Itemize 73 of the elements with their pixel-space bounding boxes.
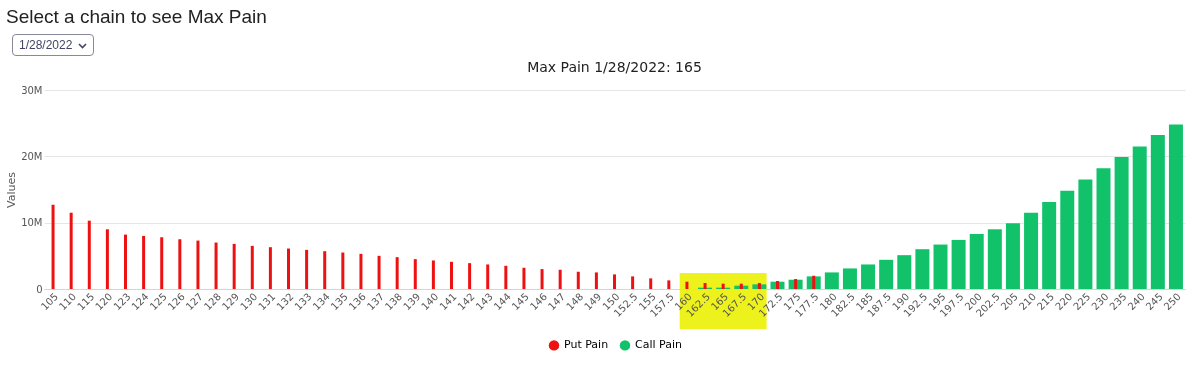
bar bbox=[879, 259, 894, 289]
bar bbox=[69, 212, 73, 289]
bar bbox=[250, 245, 254, 289]
bar bbox=[1132, 146, 1147, 289]
y-axis-title: Values bbox=[5, 171, 19, 208]
bar bbox=[196, 240, 200, 289]
bar bbox=[1078, 179, 1093, 289]
bar bbox=[667, 280, 671, 289]
bar bbox=[87, 220, 91, 289]
bar bbox=[323, 251, 327, 289]
bar bbox=[142, 235, 146, 289]
bar bbox=[794, 279, 798, 289]
bar bbox=[1150, 135, 1165, 289]
bar bbox=[214, 242, 218, 289]
bar bbox=[951, 239, 966, 289]
y-tick-label: 30M bbox=[21, 84, 43, 96]
bar bbox=[377, 255, 381, 289]
bar bbox=[613, 274, 616, 289]
y-tick-label: 0 bbox=[36, 283, 43, 295]
bar bbox=[341, 252, 345, 289]
bar bbox=[969, 233, 984, 289]
bar bbox=[268, 247, 272, 289]
bar bbox=[776, 281, 779, 289]
legend-label: Call Pain bbox=[635, 338, 682, 352]
bar bbox=[685, 281, 689, 289]
bar bbox=[232, 243, 236, 289]
bar bbox=[1114, 157, 1129, 289]
bar bbox=[105, 229, 109, 289]
legend-label: Put Pain bbox=[564, 338, 609, 352]
bar bbox=[305, 249, 309, 289]
bar bbox=[739, 283, 743, 289]
bar bbox=[558, 269, 562, 289]
y-tick-label: 20M bbox=[21, 150, 43, 162]
bar bbox=[897, 255, 912, 289]
bar bbox=[703, 283, 707, 289]
bar bbox=[1060, 190, 1075, 289]
bar bbox=[1168, 124, 1183, 289]
bar bbox=[287, 248, 290, 289]
bar bbox=[861, 264, 876, 289]
bar bbox=[915, 249, 930, 289]
bar bbox=[468, 263, 472, 289]
bar bbox=[842, 268, 857, 289]
x-tick-label: 149 bbox=[582, 290, 604, 313]
bar bbox=[594, 272, 598, 289]
bar bbox=[721, 283, 725, 289]
bar bbox=[413, 259, 417, 289]
bar bbox=[178, 239, 182, 289]
bar bbox=[987, 229, 1002, 289]
bar bbox=[631, 276, 635, 289]
bar bbox=[1024, 212, 1039, 289]
bar bbox=[51, 204, 55, 289]
bar bbox=[933, 244, 948, 289]
bar bbox=[757, 283, 761, 289]
bar bbox=[522, 267, 526, 289]
text: Select a chain to see Max Pain bbox=[5, 5, 268, 28]
bar bbox=[540, 269, 544, 289]
bar bbox=[160, 237, 164, 289]
bar bbox=[1005, 223, 1020, 289]
bar bbox=[486, 264, 490, 289]
chart-title: Max Pain 1/28/2022: 165 bbox=[527, 59, 702, 75]
bar bbox=[649, 278, 653, 289]
bar bbox=[395, 257, 399, 289]
bar bbox=[359, 253, 363, 289]
bar bbox=[450, 261, 453, 289]
bar bbox=[812, 275, 816, 289]
bar bbox=[504, 265, 508, 289]
bar bbox=[576, 271, 580, 289]
bar bbox=[124, 234, 127, 289]
bar bbox=[1096, 168, 1111, 289]
y-tick-label: 10M bbox=[21, 217, 43, 229]
bar bbox=[1042, 202, 1057, 289]
bar bbox=[824, 272, 839, 289]
bar bbox=[431, 260, 435, 289]
